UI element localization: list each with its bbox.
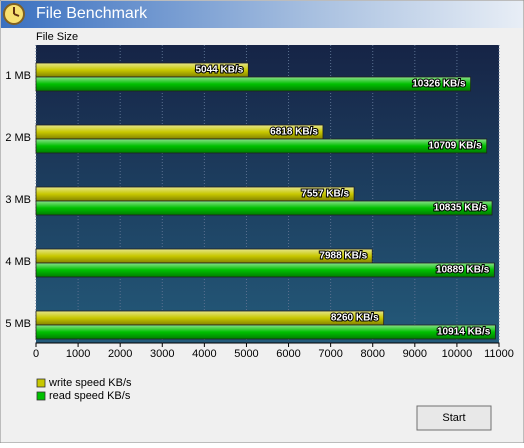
y-tick-label: 4 MB [5, 256, 31, 268]
x-tick-label: 9000 [403, 348, 427, 360]
start-button-label[interactable]: Start [442, 412, 465, 424]
value-label: 10914 KB/s [437, 327, 491, 338]
value-label: 10889 KB/s [436, 265, 490, 276]
x-tick-label: 5000 [234, 348, 258, 360]
legend-label: write speed KB/s [48, 377, 132, 389]
x-tick-label: 7000 [318, 348, 342, 360]
value-label: 8260 KB/s [331, 313, 379, 324]
legend-swatch [36, 391, 46, 401]
y-tick-label: 5 MB [5, 318, 31, 330]
value-label: 7557 KB/s [301, 189, 349, 200]
x-tick-label: 10000 [442, 348, 473, 360]
legend-label: read speed KB/s [49, 390, 131, 402]
x-tick-label: 0 [33, 348, 39, 360]
y-tick-label: 1 MB [5, 70, 31, 82]
start-button[interactable] [416, 405, 492, 431]
value-label: 6818 KB/s [270, 127, 318, 138]
x-tick-label: 8000 [360, 348, 384, 360]
value-label: 10835 KB/s [434, 203, 488, 214]
app-icon-hands [13, 7, 20, 17]
x-tick-label: 11000 [484, 348, 514, 360]
x-tick-label: 6000 [276, 348, 300, 360]
x-tick-label: 1000 [66, 348, 90, 360]
bar [35, 262, 495, 278]
window-title: File Benchmark [36, 5, 148, 22]
title-bar [1, 1, 523, 28]
x-tick-label: 2000 [108, 348, 132, 360]
y-tick-label: 2 MB [5, 132, 31, 144]
bar [35, 76, 472, 92]
value-label: 7988 KB/s [319, 251, 367, 262]
value-label: 5044 KB/s [195, 65, 243, 76]
y-tick-label: 3 MB [5, 194, 31, 206]
value-label: 10709 KB/s [428, 141, 482, 152]
legend-swatch [36, 378, 46, 388]
x-tick-label: 4000 [192, 348, 216, 360]
bar [35, 138, 488, 154]
y-axis-label: File Size [36, 31, 78, 43]
value-label: 10326 KB/s [412, 79, 466, 90]
bar [35, 200, 493, 216]
x-tick-label: 3000 [150, 348, 174, 360]
bar [35, 324, 496, 340]
